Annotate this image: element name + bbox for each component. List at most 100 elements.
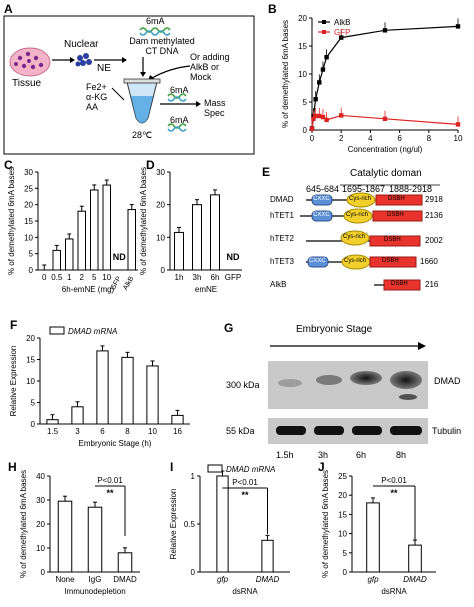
protein-tubulin: Tubulin (432, 426, 462, 436)
x-tick-label-B: 2 (339, 134, 344, 143)
data-point-B-0 (313, 97, 318, 102)
bar-I-0 (216, 475, 229, 573)
mass-spec-label: Mass Spec (204, 98, 226, 118)
legend-swatch-F (49, 326, 65, 335)
legend-label-I: DMAD mRNA (226, 465, 275, 474)
bar-F-2 (96, 350, 109, 425)
y-axis-label-I: Relative Expression (169, 489, 178, 560)
panel-label-j: J (318, 460, 325, 474)
dsbh-label-alkb: DSBH (391, 281, 408, 287)
data-point-B-0 (317, 80, 322, 85)
bar-C-3 (77, 210, 86, 271)
x-tick-label-I: gfp (217, 575, 229, 584)
y-tick-label-I: 1 (191, 472, 196, 481)
x-axis-label-H: Immunodepletion (64, 587, 125, 596)
nd-label-C: ND (113, 252, 126, 262)
legend-marker-B-0 (322, 20, 326, 24)
p-value-I: P<0.01 (232, 478, 258, 487)
x-tick-label-C: 0 (42, 273, 47, 282)
protein-length-htet2: 2002 (425, 236, 443, 245)
y-tick-label-I: 0 (191, 568, 196, 577)
data-point-B-1 (317, 113, 322, 119)
x-tick-label-D: 1h (175, 273, 184, 282)
y-axis-label-H: % of demethylated 6mA bases (19, 470, 28, 578)
panel-label-e: E (262, 165, 271, 179)
mass-line-2: Spec (204, 108, 225, 118)
cxxc-label-htet3: CXXC (309, 258, 326, 264)
y-tick-label-H: 40 (36, 472, 45, 481)
bar-C-7 (127, 209, 136, 271)
protein-name-alkb: AlkB (270, 280, 287, 289)
panel-label-i: I (170, 460, 174, 474)
y-tick-label-D: 0 (161, 266, 166, 275)
legend-label-F: DMAD mRNA (68, 327, 117, 336)
bar-H-2 (117, 552, 133, 573)
x-tick-label-I: DMAD (256, 575, 280, 584)
y-tick-label-J: 5 (343, 549, 348, 558)
or-line-3: Mock (190, 72, 212, 82)
sig-stars-J: ** (390, 488, 398, 498)
y-tick-label-C: 20 (24, 201, 33, 210)
protein-length-htet1: 2136 (425, 211, 443, 220)
x-tick-label-B: 10 (454, 134, 463, 143)
y-tick-label-C: 25 (24, 184, 33, 193)
x-tick-label-C: 5 (92, 273, 97, 282)
label-6ma-mid: 6mA (170, 85, 189, 95)
bar-F-5 (171, 414, 184, 425)
x-tick-label-B: 4 (368, 134, 373, 143)
nuclear-label: Nuclear (64, 39, 99, 50)
bar-F-3 (121, 356, 134, 425)
dsbh-label-dmad: DSBH (388, 196, 405, 202)
p-value-H: P<0.01 (97, 476, 123, 485)
bar-C-2 (65, 238, 74, 271)
protein-name-htet1: hTET1 (270, 211, 295, 220)
blot-header: Embryonic Stage (296, 324, 373, 335)
bar-C-4 (90, 189, 99, 271)
y-tick-label-H: 10 (36, 544, 45, 553)
data-point-B-0 (382, 28, 388, 33)
y-tick-label-J: 0 (343, 568, 348, 577)
y-tick-label-B: 20 (298, 14, 307, 23)
dam-line-2: CT DNA (145, 46, 179, 56)
y-tick-label-F: 15 (26, 356, 35, 365)
y-tick-label-J: 25 (338, 472, 347, 481)
x-tick-label-D: GFP (225, 273, 241, 282)
bar-D-1 (192, 204, 202, 271)
y-tick-label-J: 10 (338, 530, 347, 539)
y-tick-label-D: 20 (156, 201, 165, 210)
panel-label-b: B (268, 2, 277, 16)
x-axis-label-C: 6h-emNE (mg) (62, 285, 115, 294)
data-point-B-1 (324, 117, 329, 123)
reagent-3: AA (86, 102, 99, 112)
legend-marker-B-1 (322, 30, 326, 34)
data-point-B-1 (309, 126, 315, 132)
x-tick-label-C: 1 (67, 273, 72, 282)
y-tick-label-F: 5 (31, 399, 36, 408)
bar-D-0 (174, 231, 184, 271)
or-line-1: Or adding (190, 52, 230, 62)
panel-label-g: G (224, 321, 234, 335)
y-tick-label-H: 30 (36, 496, 45, 505)
x-tick-label-F: 3 (75, 427, 80, 436)
temperature-label: 28℃ (132, 130, 153, 140)
label-6ma-top: 6mA (146, 16, 165, 26)
tissue-label: Tissue (12, 78, 42, 89)
y-tick-label-B: 0 (303, 126, 308, 135)
y-tick-label-B: 5 (303, 98, 308, 107)
or-adding-label: Or adding AlkB or Mock (190, 52, 230, 82)
reagent-1: Fe2+ (86, 82, 107, 92)
mass-line-1: Mass (204, 98, 226, 108)
x-tick-label-B: 8 (427, 134, 432, 143)
x-tick-label-C: 2 (80, 273, 85, 282)
protein-name-htet2: hTET2 (270, 234, 295, 243)
bar-I-1 (261, 539, 274, 573)
protein-dmad: DMAD (434, 376, 461, 386)
x-tick-label-F: 1.5 (47, 427, 59, 436)
x-axis-label-B: Concentration (ng/ul) (348, 145, 423, 154)
protein-name-dmad: DMAD (270, 195, 294, 204)
x-tick-label-F: 8 (125, 427, 130, 436)
y-tick-label-D: 10 (156, 233, 165, 242)
x-tick-label-B: 0 (310, 134, 315, 143)
x-tick-label-C: AlkB (122, 275, 135, 291)
